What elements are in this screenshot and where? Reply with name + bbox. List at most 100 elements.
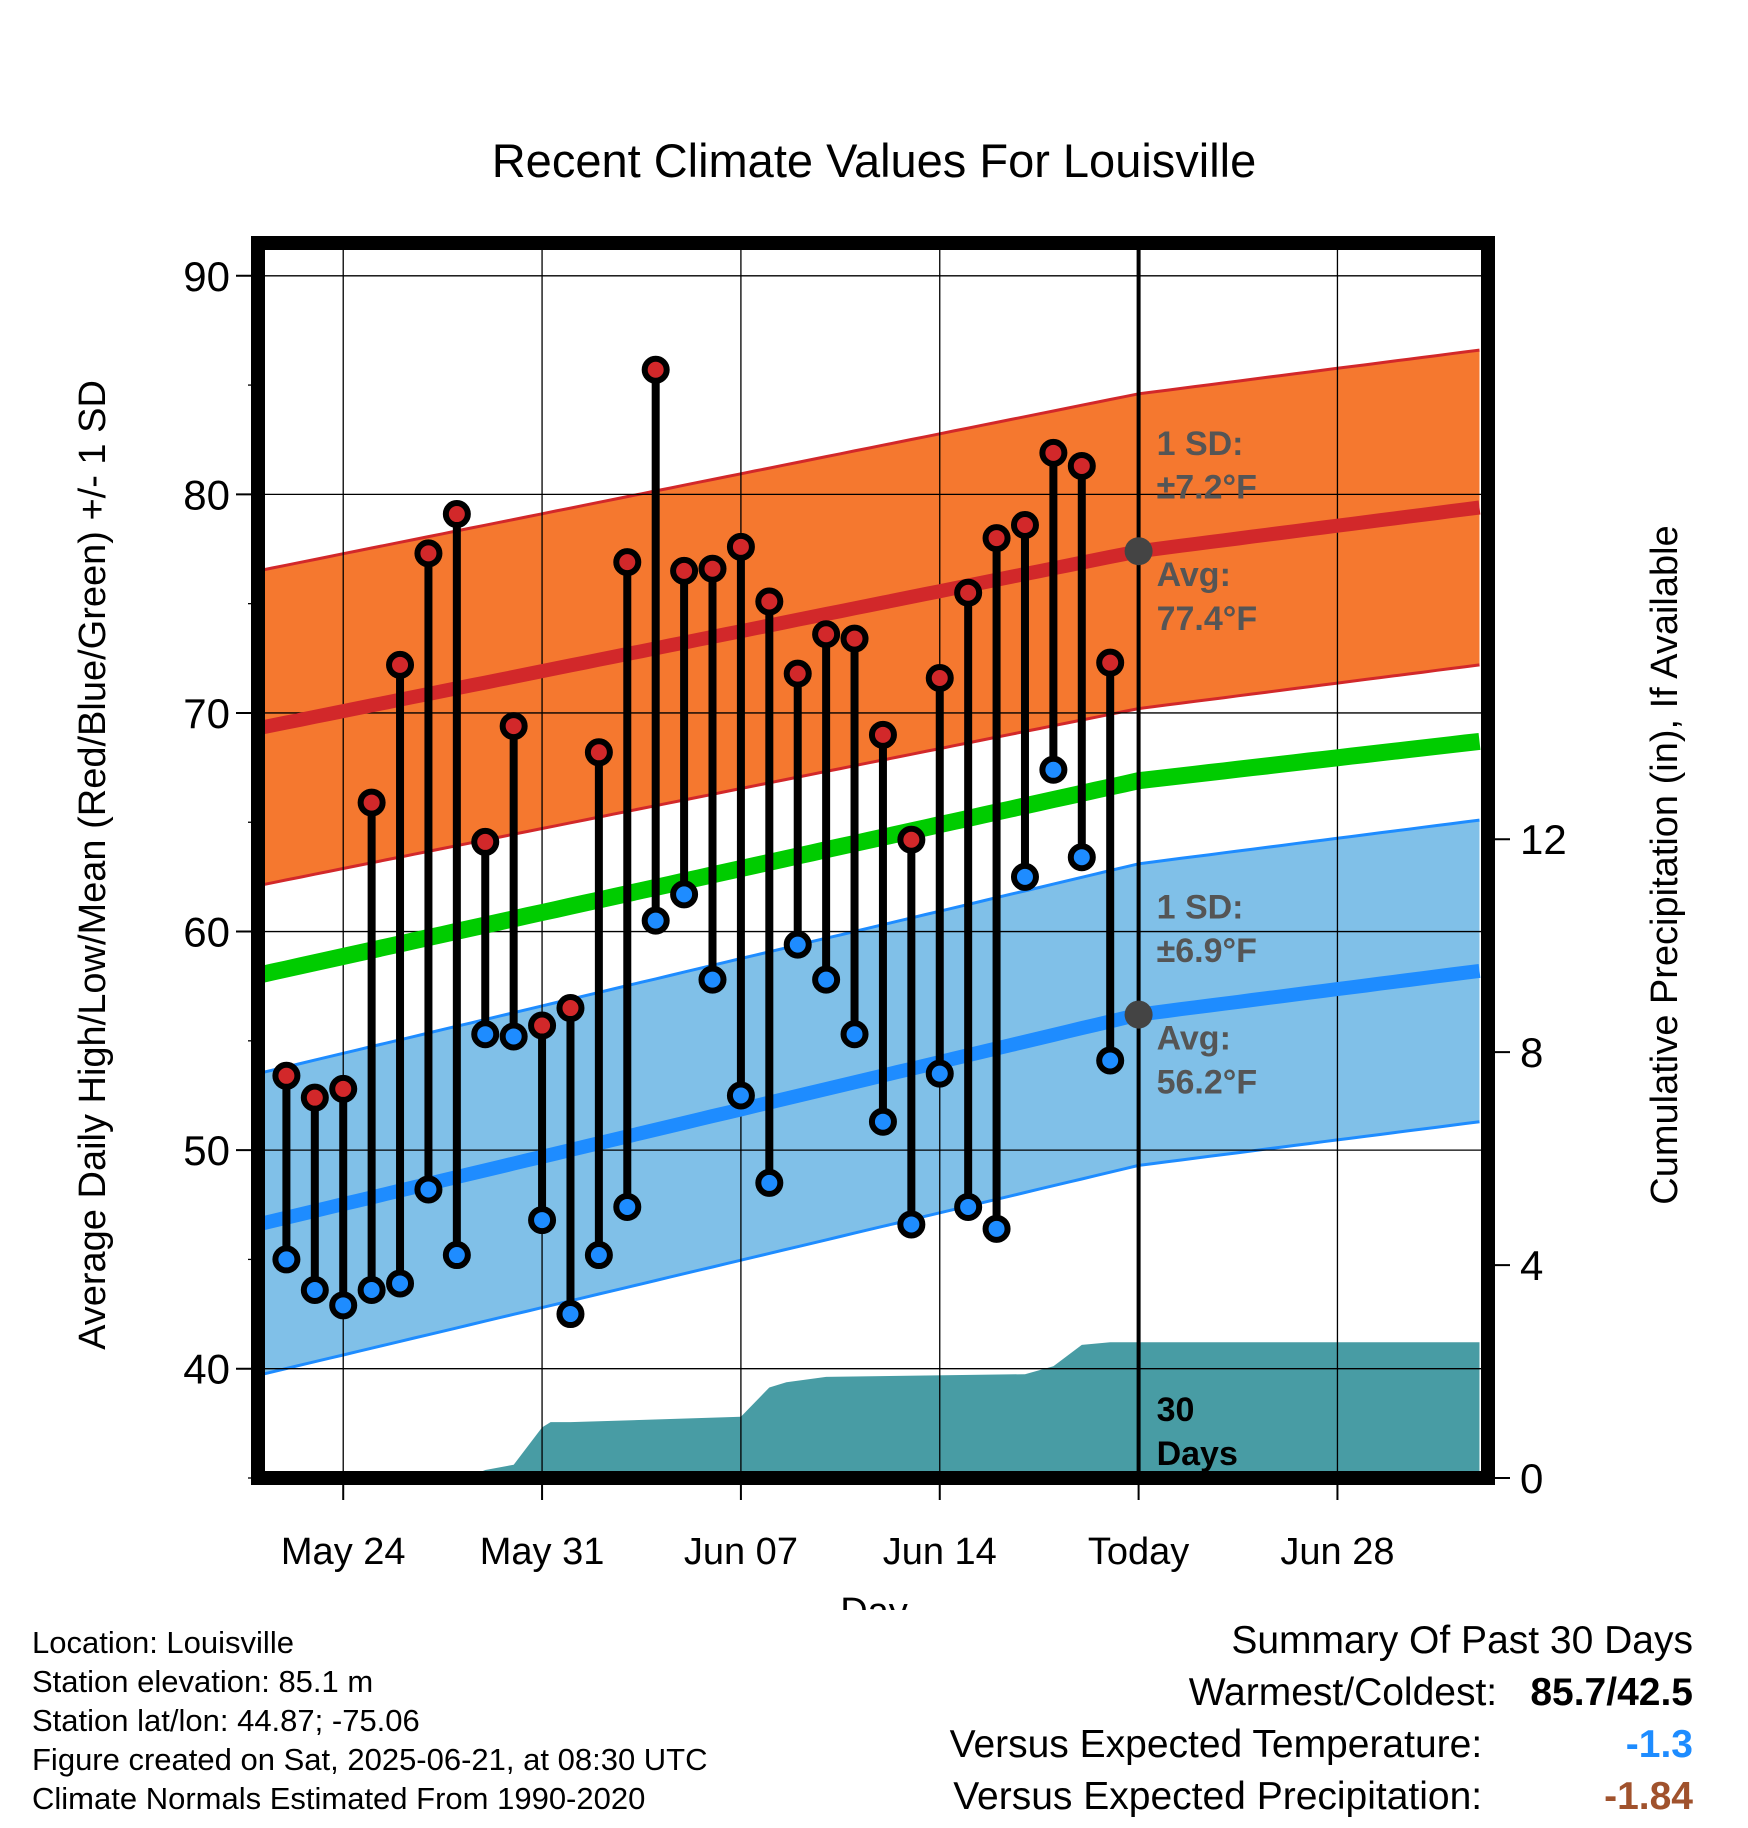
precipitation-value: -1.84 — [1604, 1775, 1693, 1818]
summary-temperature: Versus Expected Temperature: -1.3 — [950, 1719, 1693, 1771]
high-avg-value: 77.4°F — [1157, 600, 1258, 638]
daily-low-point — [1039, 755, 1068, 784]
x-tick-label: May 31 — [480, 1531, 605, 1573]
low-sd-lower-edge — [258, 1120, 1480, 1377]
daily-high-point — [357, 788, 386, 817]
daily-high-point — [812, 620, 841, 649]
daily-low-point — [556, 1300, 585, 1329]
summary-precipitation: Versus Expected Precipitation: -1.84 — [950, 1771, 1693, 1823]
daily-low-point — [726, 1081, 755, 1110]
y2-tick-label: 12 — [1520, 816, 1567, 863]
y2-axis-label: Cumulative Precipitation (in), If Availa… — [1644, 525, 1686, 1204]
summary-panel: Summary Of Past 30 Days Warmest/Coldest:… — [950, 1615, 1693, 1823]
normals-text: Climate Normals Estimated From 1990-2020 — [32, 1781, 646, 1816]
daily-low-point — [442, 1241, 471, 1270]
daily-low-point — [954, 1192, 983, 1221]
daily-low-point — [471, 1020, 500, 1049]
normal-low-line — [258, 963, 1481, 1232]
plot-area: 1 SD: ±7.2°F Avg: 77.4°F 1 SD: ±6.9°F Avg: 56.2… — [183, 236, 1567, 1573]
low-sd-band — [258, 820, 1480, 1376]
daily-high-point — [300, 1083, 329, 1112]
high-sd-label: 1 SD: — [1157, 425, 1244, 463]
daily-low-point — [272, 1245, 301, 1274]
low-avg-value: 56.2°F — [1157, 1063, 1258, 1101]
daily-low-point — [755, 1168, 784, 1197]
daily-high-point — [670, 556, 699, 585]
x-tick-label: Jun 14 — [883, 1531, 997, 1573]
daily-low-point — [1010, 862, 1039, 891]
daily-high-point — [1039, 438, 1068, 467]
y-tick-label: 90 — [183, 253, 230, 300]
normal-high-line — [258, 500, 1481, 736]
daily-high-point — [1067, 451, 1096, 480]
high-sd-value: ±7.2°F — [1157, 469, 1257, 507]
y2-tick-label: 4 — [1520, 1242, 1543, 1289]
location-text: Location: Louisville — [32, 1625, 294, 1660]
plot-frame — [251, 236, 1495, 1485]
daily-low-point — [641, 906, 670, 935]
elevation-text: Station elevation: 85.1 m — [32, 1664, 374, 1699]
daily-high-point — [1096, 648, 1125, 677]
summary-title: Summary Of Past 30 Days — [1231, 1619, 1693, 1662]
latlon-text: Station lat/lon: 44.87; -75.06 — [32, 1703, 420, 1738]
y-tick-label: 40 — [183, 1346, 230, 1393]
daily-low-point — [357, 1276, 386, 1305]
normal-mean-line — [258, 732, 1481, 984]
daily-low-point — [670, 880, 699, 909]
y-tick-label: 60 — [183, 909, 230, 956]
daily-low-point — [812, 965, 841, 994]
daily-low-point — [897, 1210, 926, 1239]
warmest-coldest-label: Warmest/Coldest: — [1188, 1671, 1498, 1714]
high-avg-label: Avg: — [1157, 556, 1231, 594]
plot-inner — [258, 243, 1488, 1478]
high-sd-upper-edge — [258, 348, 1480, 573]
daily-low-point — [300, 1276, 329, 1305]
x-tick-label: Today — [1088, 1531, 1189, 1573]
low-avg-label: Avg: — [1157, 1020, 1231, 1058]
daily-low-point — [925, 1059, 954, 1088]
daily-low-point — [499, 1022, 528, 1051]
high-sd-band — [258, 350, 1480, 886]
today-normal-high-dot — [1124, 537, 1153, 566]
daily-low-point — [840, 1020, 869, 1049]
daily-low-point — [414, 1175, 443, 1204]
daily-high-point — [528, 1011, 557, 1040]
precip-period-number: 30 — [1157, 1391, 1195, 1429]
daily-low-point — [982, 1214, 1011, 1243]
daily-high-point — [982, 524, 1011, 553]
daily-low-point — [329, 1291, 358, 1320]
station-info: Location: Louisville Station elevation: … — [32, 1623, 708, 1818]
x-axis-label: Day — [840, 1591, 908, 1610]
precipitation-label: Versus Expected Precipitation: — [953, 1775, 1483, 1818]
daily-high-point — [613, 548, 642, 577]
y-tick-label: 80 — [183, 471, 230, 518]
daily-high-point — [954, 578, 983, 607]
y-tick-label: 50 — [183, 1127, 230, 1174]
y2-tick-label: 0 — [1520, 1455, 1543, 1502]
daily-high-point — [414, 539, 443, 568]
low-sd-upper-edge — [258, 818, 1480, 1076]
today-normal-low-dot — [1124, 1000, 1153, 1029]
x-tick-label: May 24 — [281, 1531, 406, 1573]
daily-high-point — [726, 532, 755, 561]
precip-area — [258, 1342, 1480, 1478]
temperature-value: -1.3 — [1625, 1723, 1693, 1766]
x-tick-label: Jun 07 — [684, 1531, 798, 1573]
daily-low-point — [783, 930, 812, 959]
created-text: Figure created on Sat, 2025-06-21, at 08… — [32, 1742, 708, 1777]
daily-high-point — [272, 1061, 301, 1090]
daily-high-point — [556, 994, 585, 1023]
climate-chart: Recent Climate Values For Louisville 1 S… — [72, 134, 1686, 1610]
daily-low-point — [1096, 1046, 1125, 1075]
daily-high-point — [783, 659, 812, 688]
daily-high-point — [584, 738, 613, 767]
daily-low-point — [1067, 843, 1096, 872]
y2-tick-label: 8 — [1520, 1029, 1543, 1076]
daily-high-point — [698, 554, 727, 583]
daily-low-point — [868, 1107, 897, 1136]
daily-low-point — [386, 1269, 415, 1298]
summary-warmest-coldest: Warmest/Coldest: 85.7/42.5 — [950, 1667, 1693, 1719]
daily-high-point — [897, 825, 926, 854]
daily-high-point — [499, 712, 528, 741]
daily-high-point — [386, 650, 415, 679]
